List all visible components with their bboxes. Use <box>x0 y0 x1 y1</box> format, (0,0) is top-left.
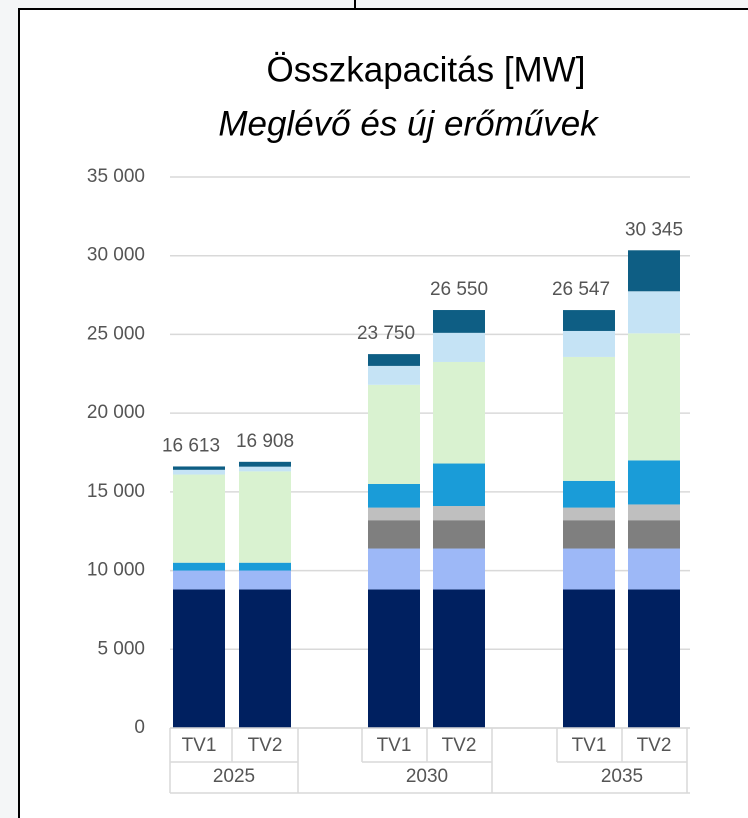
bar-segment <box>563 356 615 481</box>
bar-segment <box>563 330 615 357</box>
bar-segment <box>239 461 291 467</box>
bar-segment <box>173 562 225 571</box>
bar-segment <box>433 463 485 507</box>
bar-segment <box>368 520 420 549</box>
bar-segment <box>239 589 291 728</box>
bar-segment <box>628 548 680 590</box>
chart-subtitle: Meglévő és új erőművek <box>218 104 599 143</box>
bar-segment <box>368 384 420 484</box>
bar-segment <box>433 310 485 333</box>
bar-segment <box>628 589 680 728</box>
bar-segment <box>239 466 291 472</box>
bar-segment <box>239 570 291 590</box>
bar-segment <box>433 332 485 362</box>
bar-segment <box>368 589 420 728</box>
bar-segment <box>368 483 420 508</box>
group-label: 2030 <box>406 766 448 787</box>
total-label: 16 908 <box>236 431 294 452</box>
bar-segment <box>563 548 615 590</box>
bar-segment <box>239 562 291 571</box>
bar-segment <box>433 506 485 521</box>
total-label: 26 547 <box>552 279 610 300</box>
bar-segment <box>563 480 615 508</box>
bar-segment <box>628 460 680 505</box>
y-tick-label: 5 000 <box>97 638 145 659</box>
bar-segment <box>368 507 420 521</box>
total-label: 26 550 <box>430 279 488 300</box>
x-tick-label: TV2 <box>442 735 477 756</box>
bar-segment <box>173 466 225 470</box>
x-tick-label: TV2 <box>637 735 672 756</box>
group-label: 2025 <box>213 766 255 787</box>
bar-segment <box>563 310 615 331</box>
bar-segment <box>368 365 420 385</box>
bar-segment <box>628 250 680 292</box>
bar-segment <box>433 520 485 549</box>
x-tick-label: TV1 <box>377 735 412 756</box>
x-tick-label: TV1 <box>572 735 607 756</box>
total-label: 23 750 <box>357 323 415 344</box>
bar-segment <box>563 507 615 521</box>
bar-segment <box>173 589 225 728</box>
bar-segment <box>433 361 485 464</box>
bar-segment <box>628 504 680 521</box>
bar-segment <box>563 589 615 728</box>
x-tick-label: TV1 <box>182 735 217 756</box>
bar-segment <box>628 333 680 461</box>
bar-segment <box>173 474 225 563</box>
bar-segment <box>368 548 420 590</box>
bar-segment <box>628 520 680 549</box>
y-tick-label: 30 000 <box>87 245 145 266</box>
bar-segment <box>239 471 291 563</box>
group-label: 2035 <box>601 766 643 787</box>
total-label: 16 613 <box>162 435 220 456</box>
chart-title: Összkapacitás [MW] <box>267 50 586 89</box>
x-tick-label: TV2 <box>248 735 283 756</box>
y-tick-label: 35 000 <box>87 166 145 187</box>
y-tick-label: 25 000 <box>87 323 145 344</box>
bar-segment <box>433 548 485 590</box>
y-tick-label: 0 <box>134 717 145 738</box>
y-tick-label: 10 000 <box>87 560 145 581</box>
y-tick-label: 15 000 <box>87 481 145 502</box>
bar-segment <box>433 589 485 728</box>
bar-segment <box>563 520 615 549</box>
bar-segment <box>628 291 680 334</box>
y-tick-label: 20 000 <box>87 402 145 423</box>
bar-segment <box>173 570 225 590</box>
bar-segment <box>368 354 420 366</box>
bar-segment <box>173 469 225 475</box>
total-label: 30 345 <box>625 219 683 240</box>
